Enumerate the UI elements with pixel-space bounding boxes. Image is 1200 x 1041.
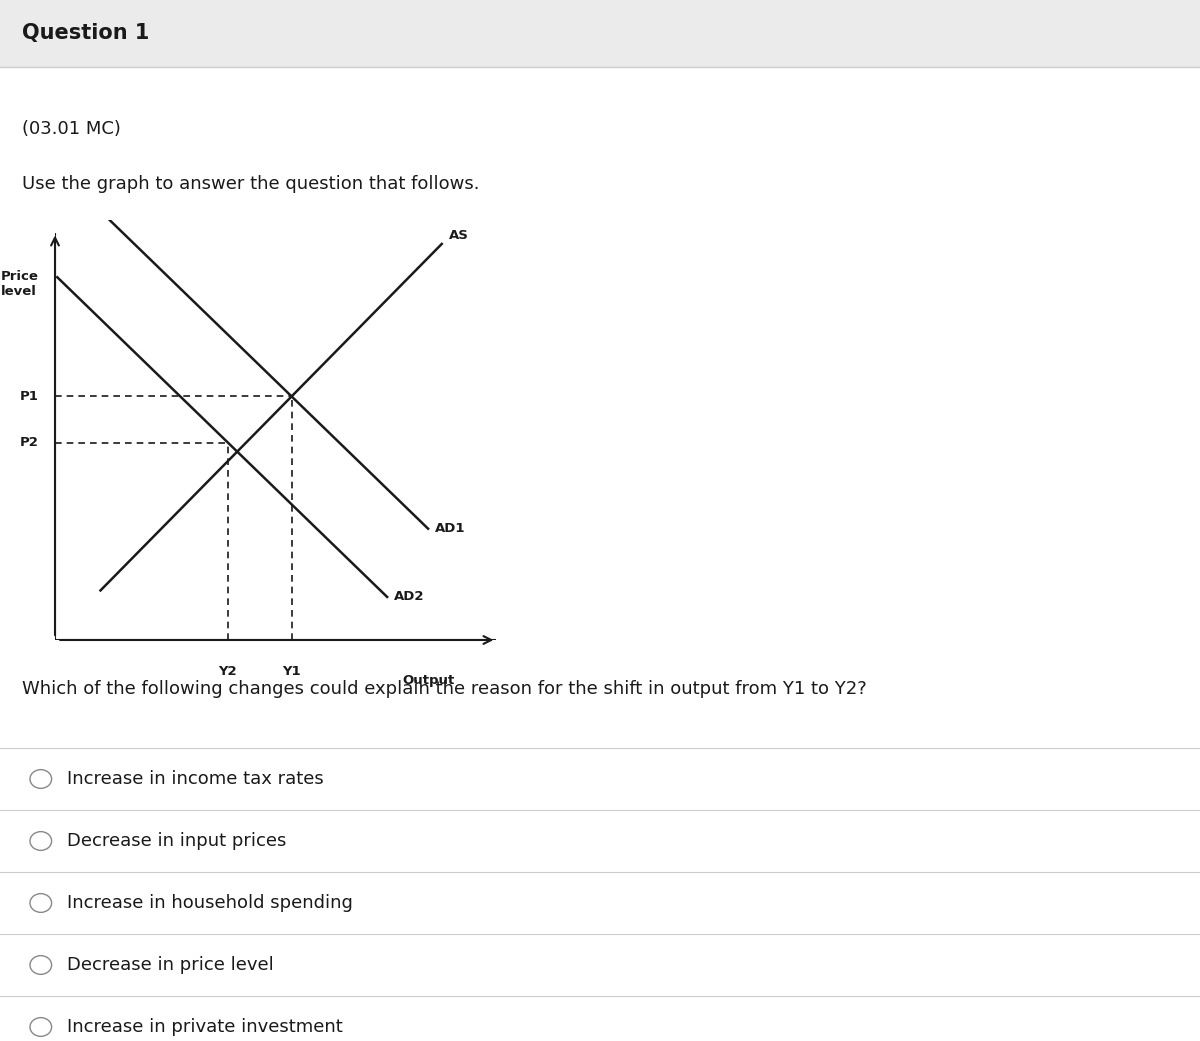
Text: Increase in income tax rates: Increase in income tax rates bbox=[67, 770, 324, 788]
Text: Price
level: Price level bbox=[0, 271, 38, 299]
Text: AS: AS bbox=[449, 229, 468, 242]
Text: Increase in household spending: Increase in household spending bbox=[67, 894, 353, 912]
Text: AD2: AD2 bbox=[394, 590, 425, 604]
Text: Y2: Y2 bbox=[218, 665, 238, 678]
Text: AD1: AD1 bbox=[434, 523, 466, 535]
Text: Output: Output bbox=[402, 674, 455, 687]
Text: (03.01 MC): (03.01 MC) bbox=[22, 120, 120, 138]
Text: Use the graph to answer the question that follows.: Use the graph to answer the question tha… bbox=[22, 175, 479, 193]
Text: Decrease in input prices: Decrease in input prices bbox=[67, 832, 287, 850]
Text: Decrease in price level: Decrease in price level bbox=[67, 956, 274, 974]
Text: P1: P1 bbox=[20, 390, 40, 403]
Text: Which of the following changes could explain the reason for the shift in output : Which of the following changes could exp… bbox=[22, 680, 866, 699]
Text: P2: P2 bbox=[20, 436, 40, 449]
Text: Question 1: Question 1 bbox=[22, 24, 149, 44]
Text: Y1: Y1 bbox=[282, 665, 301, 678]
Text: Increase in private investment: Increase in private investment bbox=[67, 1018, 343, 1036]
